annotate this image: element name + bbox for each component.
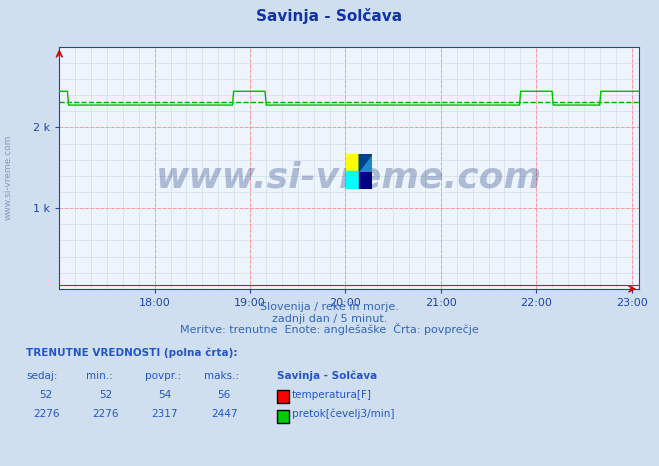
Text: 2276: 2276	[92, 409, 119, 419]
Text: zadnji dan / 5 minut.: zadnji dan / 5 minut.	[272, 314, 387, 323]
Text: 2447: 2447	[211, 409, 237, 419]
Text: 2276: 2276	[33, 409, 59, 419]
Bar	[346, 171, 359, 189]
Bar	[346, 154, 359, 171]
Text: Meritve: trenutne  Enote: anglešaške  Črta: povprečje: Meritve: trenutne Enote: anglešaške Črta…	[180, 323, 479, 335]
Bar	[359, 171, 372, 189]
Text: pretok[čevelj3/min]: pretok[čevelj3/min]	[292, 409, 395, 419]
Text: temperatura[F]: temperatura[F]	[292, 391, 372, 400]
Text: TRENUTNE VREDNOSTI (polna črta):: TRENUTNE VREDNOSTI (polna črta):	[26, 348, 238, 358]
Text: www.si-vreme.com: www.si-vreme.com	[3, 134, 13, 220]
Text: 52: 52	[99, 391, 112, 400]
Text: povpr.:: povpr.:	[145, 371, 181, 381]
Text: www.si-vreme.com: www.si-vreme.com	[156, 160, 542, 194]
Polygon shape	[359, 154, 372, 171]
Text: maks.:: maks.:	[204, 371, 239, 381]
Text: 2317: 2317	[152, 409, 178, 419]
Text: min.:: min.:	[86, 371, 113, 381]
Text: 54: 54	[158, 391, 171, 400]
Text: 52: 52	[40, 391, 53, 400]
Text: Savinja - Solčava: Savinja - Solčava	[256, 8, 403, 24]
Text: sedaj:: sedaj:	[26, 371, 58, 381]
Text: Slovenija / reke in morje.: Slovenija / reke in morje.	[260, 302, 399, 312]
Polygon shape	[359, 154, 372, 171]
Text: 56: 56	[217, 391, 231, 400]
Text: Savinja - Solčava: Savinja - Solčava	[277, 370, 377, 381]
